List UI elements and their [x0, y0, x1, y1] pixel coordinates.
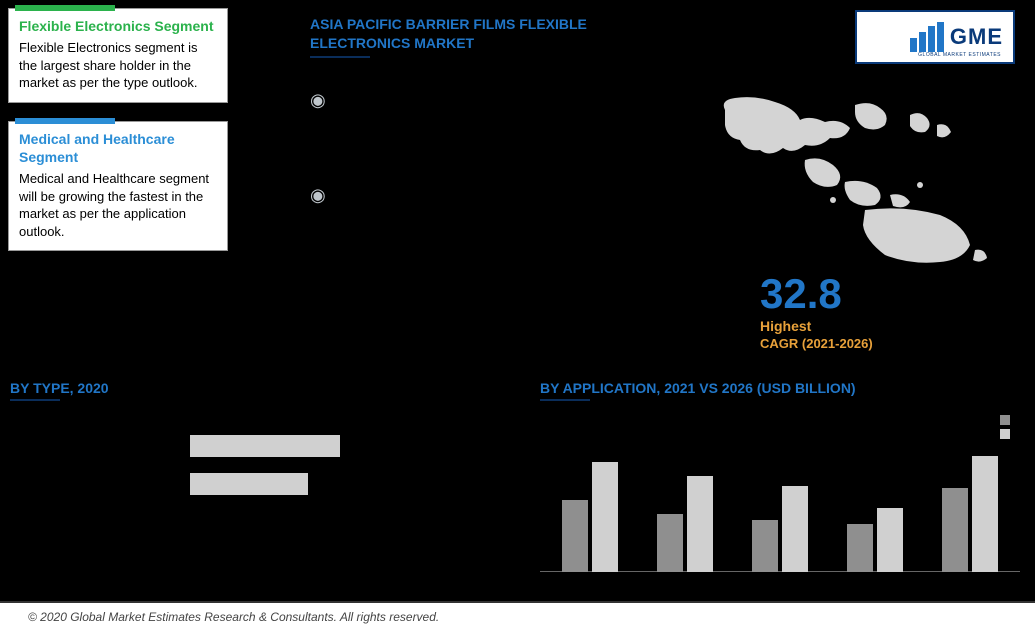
- segment-body: Medical and Healthcare segment will be g…: [19, 170, 217, 240]
- by-application-title: BY APPLICATION, 2021 VS 2026 (USD BILLIO…: [540, 380, 856, 396]
- left-column: Flexible Electronics Segment Flexible El…: [8, 8, 228, 269]
- legend-item: [1000, 429, 1010, 439]
- asia-pacific-map: [705, 90, 1005, 270]
- logo-subtext: GLOBAL MARKET ESTIMATES: [918, 52, 1001, 58]
- stat-value: 32.8: [760, 270, 842, 318]
- logo-text: GME: [950, 24, 1003, 50]
- segment-title: Flexible Electronics Segment: [19, 17, 217, 35]
- by-application-underline: [540, 399, 590, 401]
- footer-copyright: © 2020 Global Market Estimates Research …: [0, 601, 1035, 631]
- by-type-title: BY TYPE, 2020: [10, 380, 109, 396]
- segment-accent: [15, 118, 115, 124]
- segment-box-medical-healthcare: Medical and Healthcare Segment Medical a…: [8, 121, 228, 252]
- stat-label-cagr: CAGR (2021-2026): [760, 336, 873, 351]
- segment-title: Medical and Healthcare Segment: [19, 130, 217, 166]
- segment-box-flexible-electronics: Flexible Electronics Segment Flexible El…: [8, 8, 228, 103]
- chart-legend: [1000, 415, 1010, 439]
- hbar-row: [190, 473, 350, 495]
- by-type-underline: [10, 399, 60, 401]
- bar-group: [645, 476, 725, 572]
- bar-group: [835, 508, 915, 572]
- bar-group: [550, 462, 630, 572]
- hbar-row: [190, 435, 392, 457]
- segment-accent: [15, 5, 115, 11]
- bar-group: [930, 456, 1010, 572]
- gme-logo: GME GLOBAL MARKET ESTIMATES: [855, 10, 1015, 64]
- legend-item: [1000, 415, 1010, 425]
- logo-bars-icon: [910, 22, 944, 52]
- stat-label-highest: Highest: [760, 318, 811, 334]
- application-chart: [540, 415, 1020, 590]
- page-title: ASIA PACIFIC BARRIER FILMS FLEXIBLE ELEC…: [310, 15, 670, 53]
- chevron-icon: ◉: [310, 90, 326, 111]
- chevron-icon: ◉: [310, 185, 326, 206]
- bar-group: [740, 486, 820, 572]
- type-chart: [10, 415, 500, 575]
- segment-body: Flexible Electronics segment is the larg…: [19, 39, 217, 92]
- title-underline: [310, 56, 370, 58]
